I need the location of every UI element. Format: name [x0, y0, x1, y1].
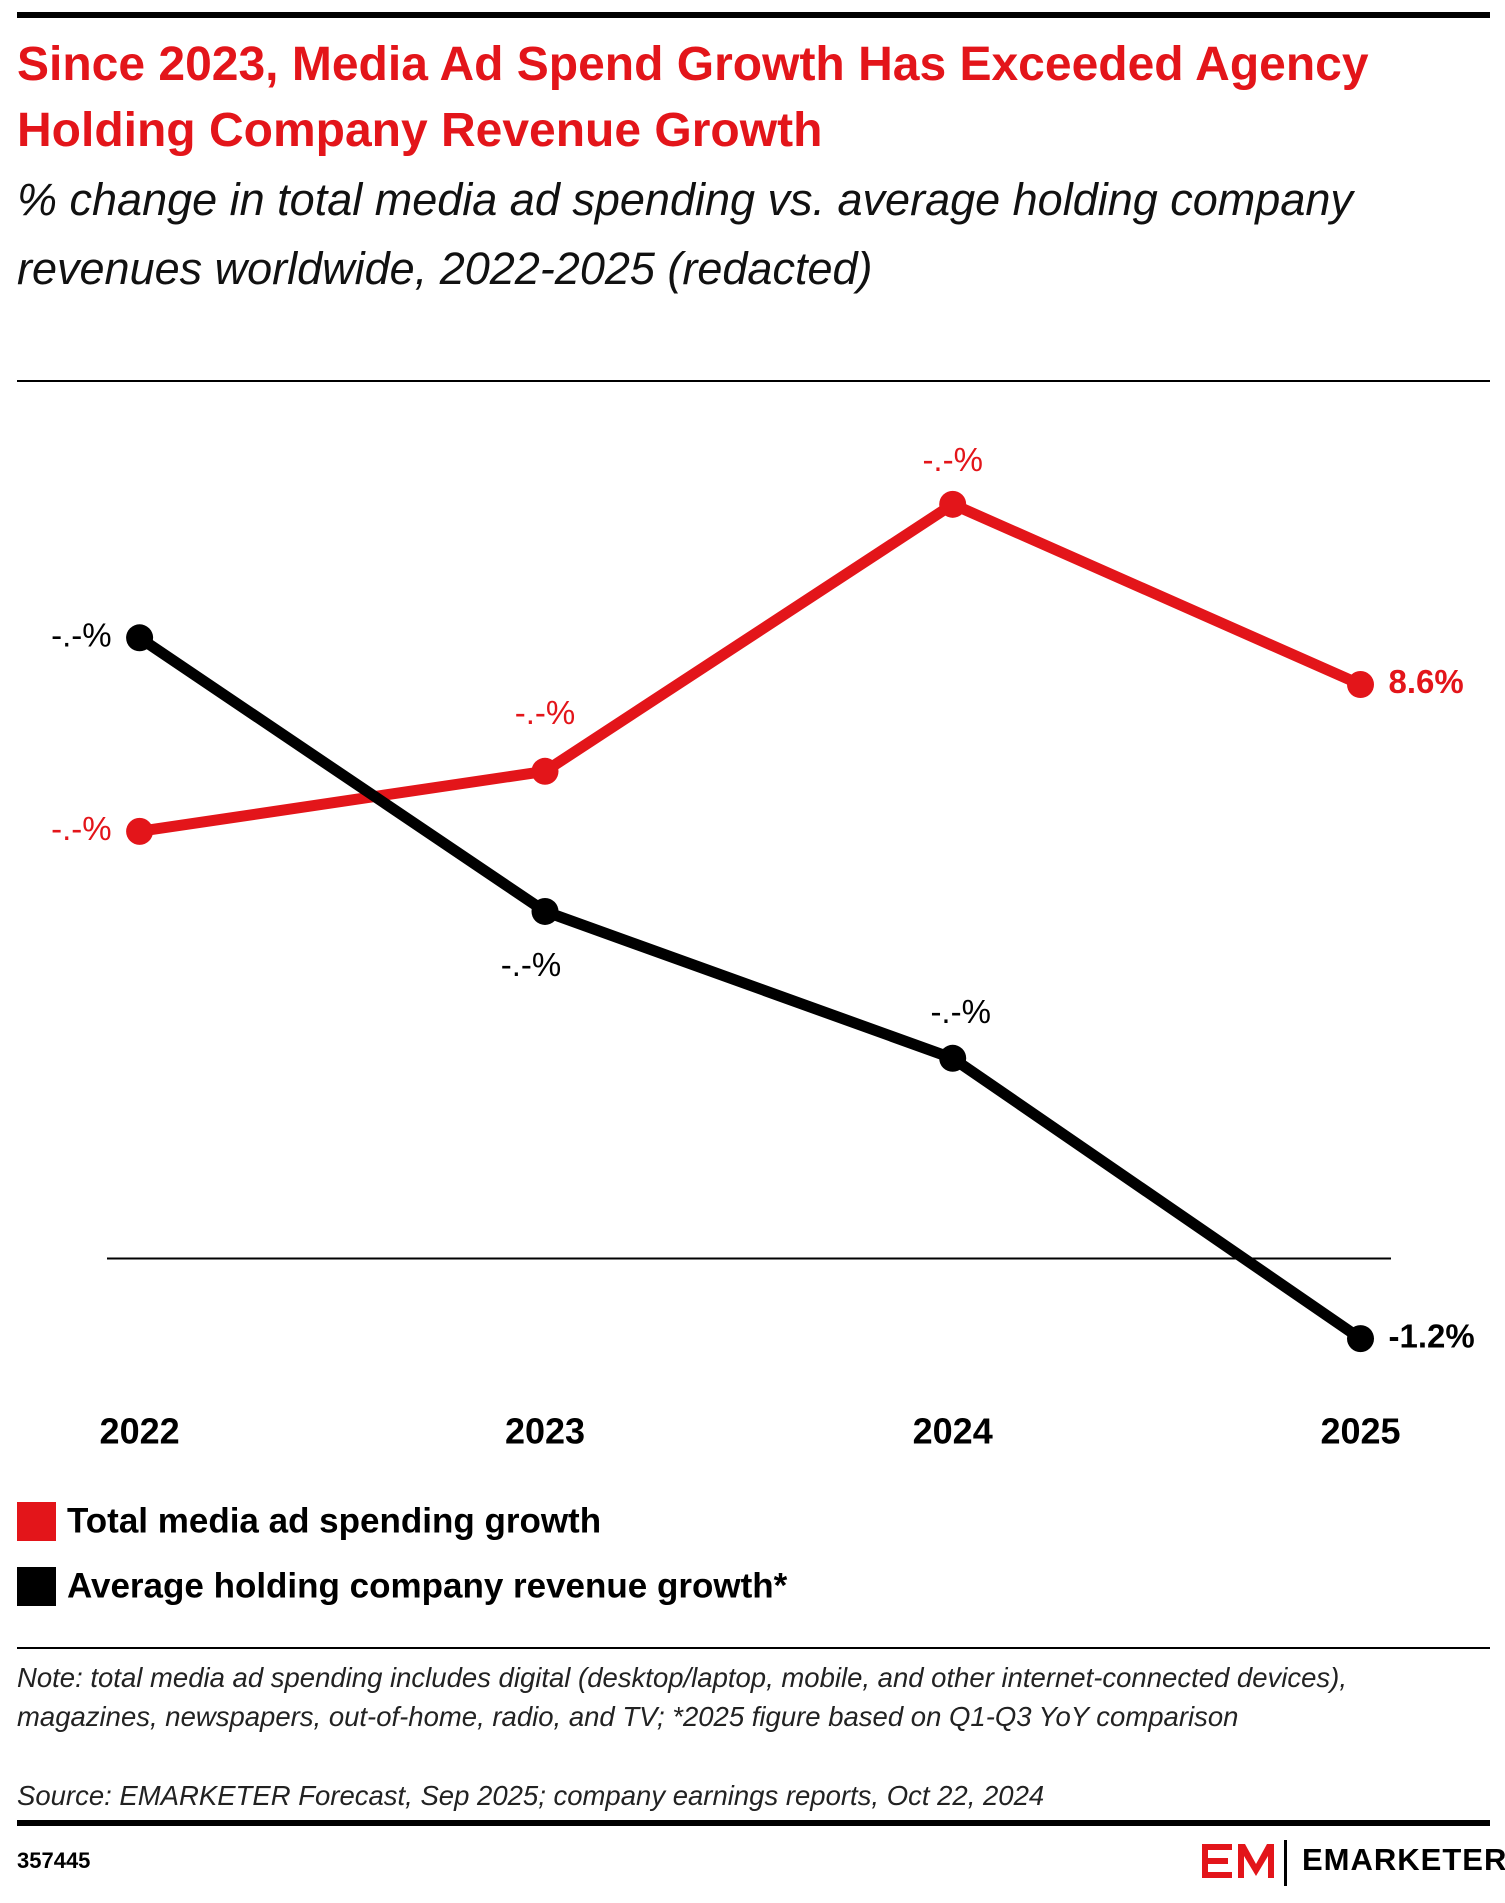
value-label: -.-% [51, 810, 112, 847]
legend-swatch [17, 1567, 56, 1606]
value-label: -.-% [930, 993, 991, 1030]
brand-name: EMARKETER [1302, 1842, 1505, 1877]
value-label: -.-% [51, 617, 112, 654]
line [138, 498, 1363, 837]
x-tick-label: 2022 [100, 1411, 180, 1452]
bottom-rule [17, 1820, 1490, 1826]
value-label: -1.2% [1389, 1317, 1475, 1354]
chart-title: Since 2023, Media Ad Spend Growth Has Ex… [17, 38, 1369, 157]
top-rule [17, 12, 1490, 18]
note-rule [17, 1647, 1490, 1649]
legend-label: Average holding company revenue growth* [67, 1566, 788, 1605]
legend-swatch [17, 1502, 56, 1541]
value-label: -.-% [515, 694, 576, 731]
note: Note: total media ad spending includes d… [17, 1662, 1347, 1732]
point [939, 490, 967, 518]
point [126, 817, 154, 845]
line [136, 633, 1364, 1344]
point [1347, 1325, 1374, 1353]
value-label: 8.6% [1389, 663, 1464, 700]
point [1347, 671, 1374, 699]
point [126, 624, 154, 652]
value-label: -.-% [501, 946, 562, 983]
header-rule [17, 380, 1490, 382]
source: Source: EMARKETER Forecast, Sep 2025; co… [17, 1780, 1045, 1811]
value-label: -.-% [922, 441, 983, 478]
legend-label: Total media ad spending growth [67, 1501, 601, 1540]
chart-id: 357445 [17, 1848, 91, 1873]
point [531, 897, 559, 925]
x-tick-label: 2025 [1320, 1411, 1400, 1452]
x-tick-label: 2023 [505, 1411, 585, 1452]
point [939, 1044, 967, 1072]
chart-subtitle: % change in total media ad spending vs. … [17, 174, 1353, 294]
x-tick-label: 2024 [913, 1411, 993, 1452]
point [531, 757, 559, 785]
brand-logo [1202, 1840, 1287, 1886]
